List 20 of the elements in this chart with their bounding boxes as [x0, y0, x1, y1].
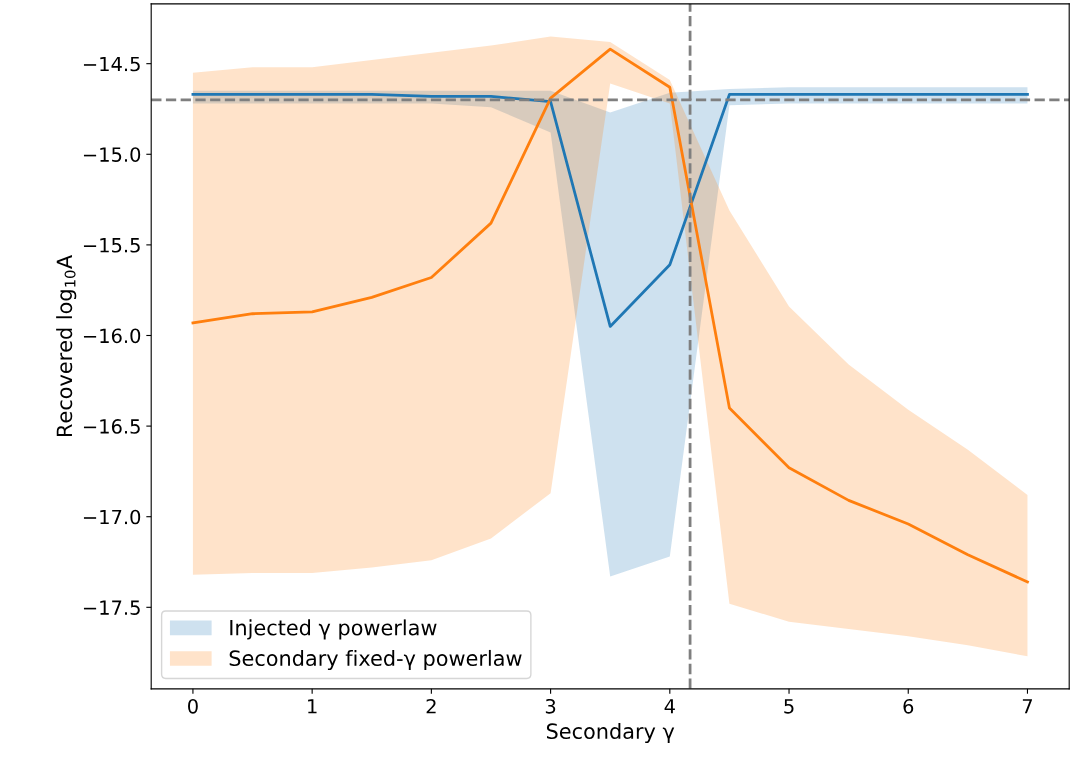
- x-tick-label: 6: [903, 698, 914, 714]
- y-tick-label: −17.5: [83, 600, 140, 615]
- y-axis-title: Recovered log$_{10}$A: [56, 255, 77, 436]
- x-axis-title: Secondary γ: [546, 722, 675, 744]
- y-tick-label: −16.0: [83, 328, 141, 344]
- y-tick-label: −14.5: [83, 56, 140, 72]
- y-tick-label: −17.0: [83, 509, 141, 525]
- legend-label: Secondary fixed-γ powerlaw: [229, 649, 522, 671]
- x-tick-label: 2: [426, 698, 436, 714]
- x-tick-label: 3: [545, 698, 556, 714]
- x-tick-label: 4: [664, 699, 675, 714]
- x-tick-label: 0: [188, 698, 198, 714]
- x-tick-label: 7: [1022, 699, 1032, 714]
- y-tick-label: −16.5: [83, 419, 140, 434]
- x-tick-label: 5: [784, 699, 794, 714]
- y-tick-label: −15.5: [83, 238, 140, 253]
- legend-label: Injected γ powerlaw: [230, 619, 437, 640]
- x-tick-label: 1: [308, 699, 317, 714]
- line-series: [191, 93, 1029, 328]
- y-tick-label: −15.0: [83, 147, 141, 162]
